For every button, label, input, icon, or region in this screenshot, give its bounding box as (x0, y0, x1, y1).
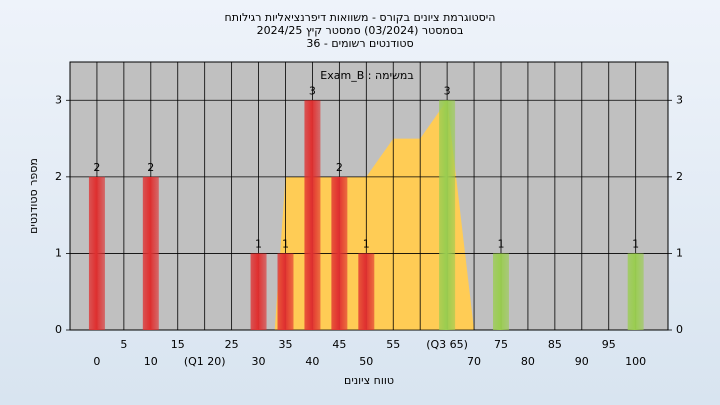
x-tick-label: 100 (625, 355, 646, 368)
bar (331, 176, 348, 330)
data-label: 2 (147, 161, 154, 174)
bar (492, 253, 509, 330)
area (274, 100, 475, 331)
x-tick-label: 40 (305, 355, 319, 368)
x-tick-label: 80 (521, 355, 535, 368)
bar (358, 253, 375, 330)
bar (277, 253, 294, 330)
y-tick-label: 3 (676, 93, 683, 106)
x-tick-label: 45 (332, 338, 346, 351)
y-tick-label: 1 (55, 246, 62, 259)
x-tick-label: 15 (171, 338, 185, 351)
x-tick-label: 0 (93, 355, 100, 368)
title: היסטוגרמת ציונים בקורס - משוואות דיפרנצי… (225, 11, 496, 24)
x-tick-label: 30 (252, 355, 266, 368)
y-tick-label: 2 (676, 170, 683, 183)
x-tick-label: (Q1 20) (184, 355, 226, 368)
y-axis-label: מספר סטודנטים (27, 158, 40, 234)
x-tick-label: 90 (575, 355, 589, 368)
bar (304, 100, 321, 331)
bar (250, 253, 267, 330)
data-label: 1 (363, 237, 370, 250)
data-label: 2 (336, 161, 343, 174)
bar (627, 253, 644, 330)
data-label: 3 (444, 84, 451, 97)
x-tick-label: 50 (359, 355, 373, 368)
x-axis-label: טווח ציונים (344, 374, 394, 387)
x-tick-label: 25 (225, 338, 239, 351)
data-label: 2 (93, 161, 100, 174)
x-tick-label: 55 (386, 338, 400, 351)
x-tick-label: 35 (278, 338, 292, 351)
x-tick-label: (Q3 65) (426, 338, 468, 351)
y-tick-label: 0 (55, 323, 62, 336)
data-label: 1 (255, 237, 262, 250)
y-tick-label: 1 (676, 246, 683, 259)
bar (88, 176, 105, 330)
bar (142, 176, 159, 330)
x-tick-label: 5 (120, 338, 127, 351)
x-tick-label: 95 (602, 338, 616, 351)
x-tick-label: 85 (548, 338, 562, 351)
y-tick-label: 0 (676, 323, 683, 336)
x-tick-label: 10 (144, 355, 158, 368)
bar (439, 100, 456, 331)
data-label: 1 (282, 237, 289, 250)
data-label: 1 (497, 237, 504, 250)
y-tick-label: 2 (55, 170, 62, 183)
data-label: 3 (309, 84, 316, 97)
x-tick-label: 70 (467, 355, 481, 368)
data-label: 1 (632, 237, 639, 250)
x-tick-label: 75 (494, 338, 508, 351)
title: סטודנטים רשומים - 36 (306, 37, 413, 50)
annotation: במשימה : Exam_B (320, 69, 413, 82)
y-tick-label: 3 (55, 93, 62, 106)
title: בסמסטר (03/2024) סמסטר קיץ 2024/25 (257, 24, 464, 37)
